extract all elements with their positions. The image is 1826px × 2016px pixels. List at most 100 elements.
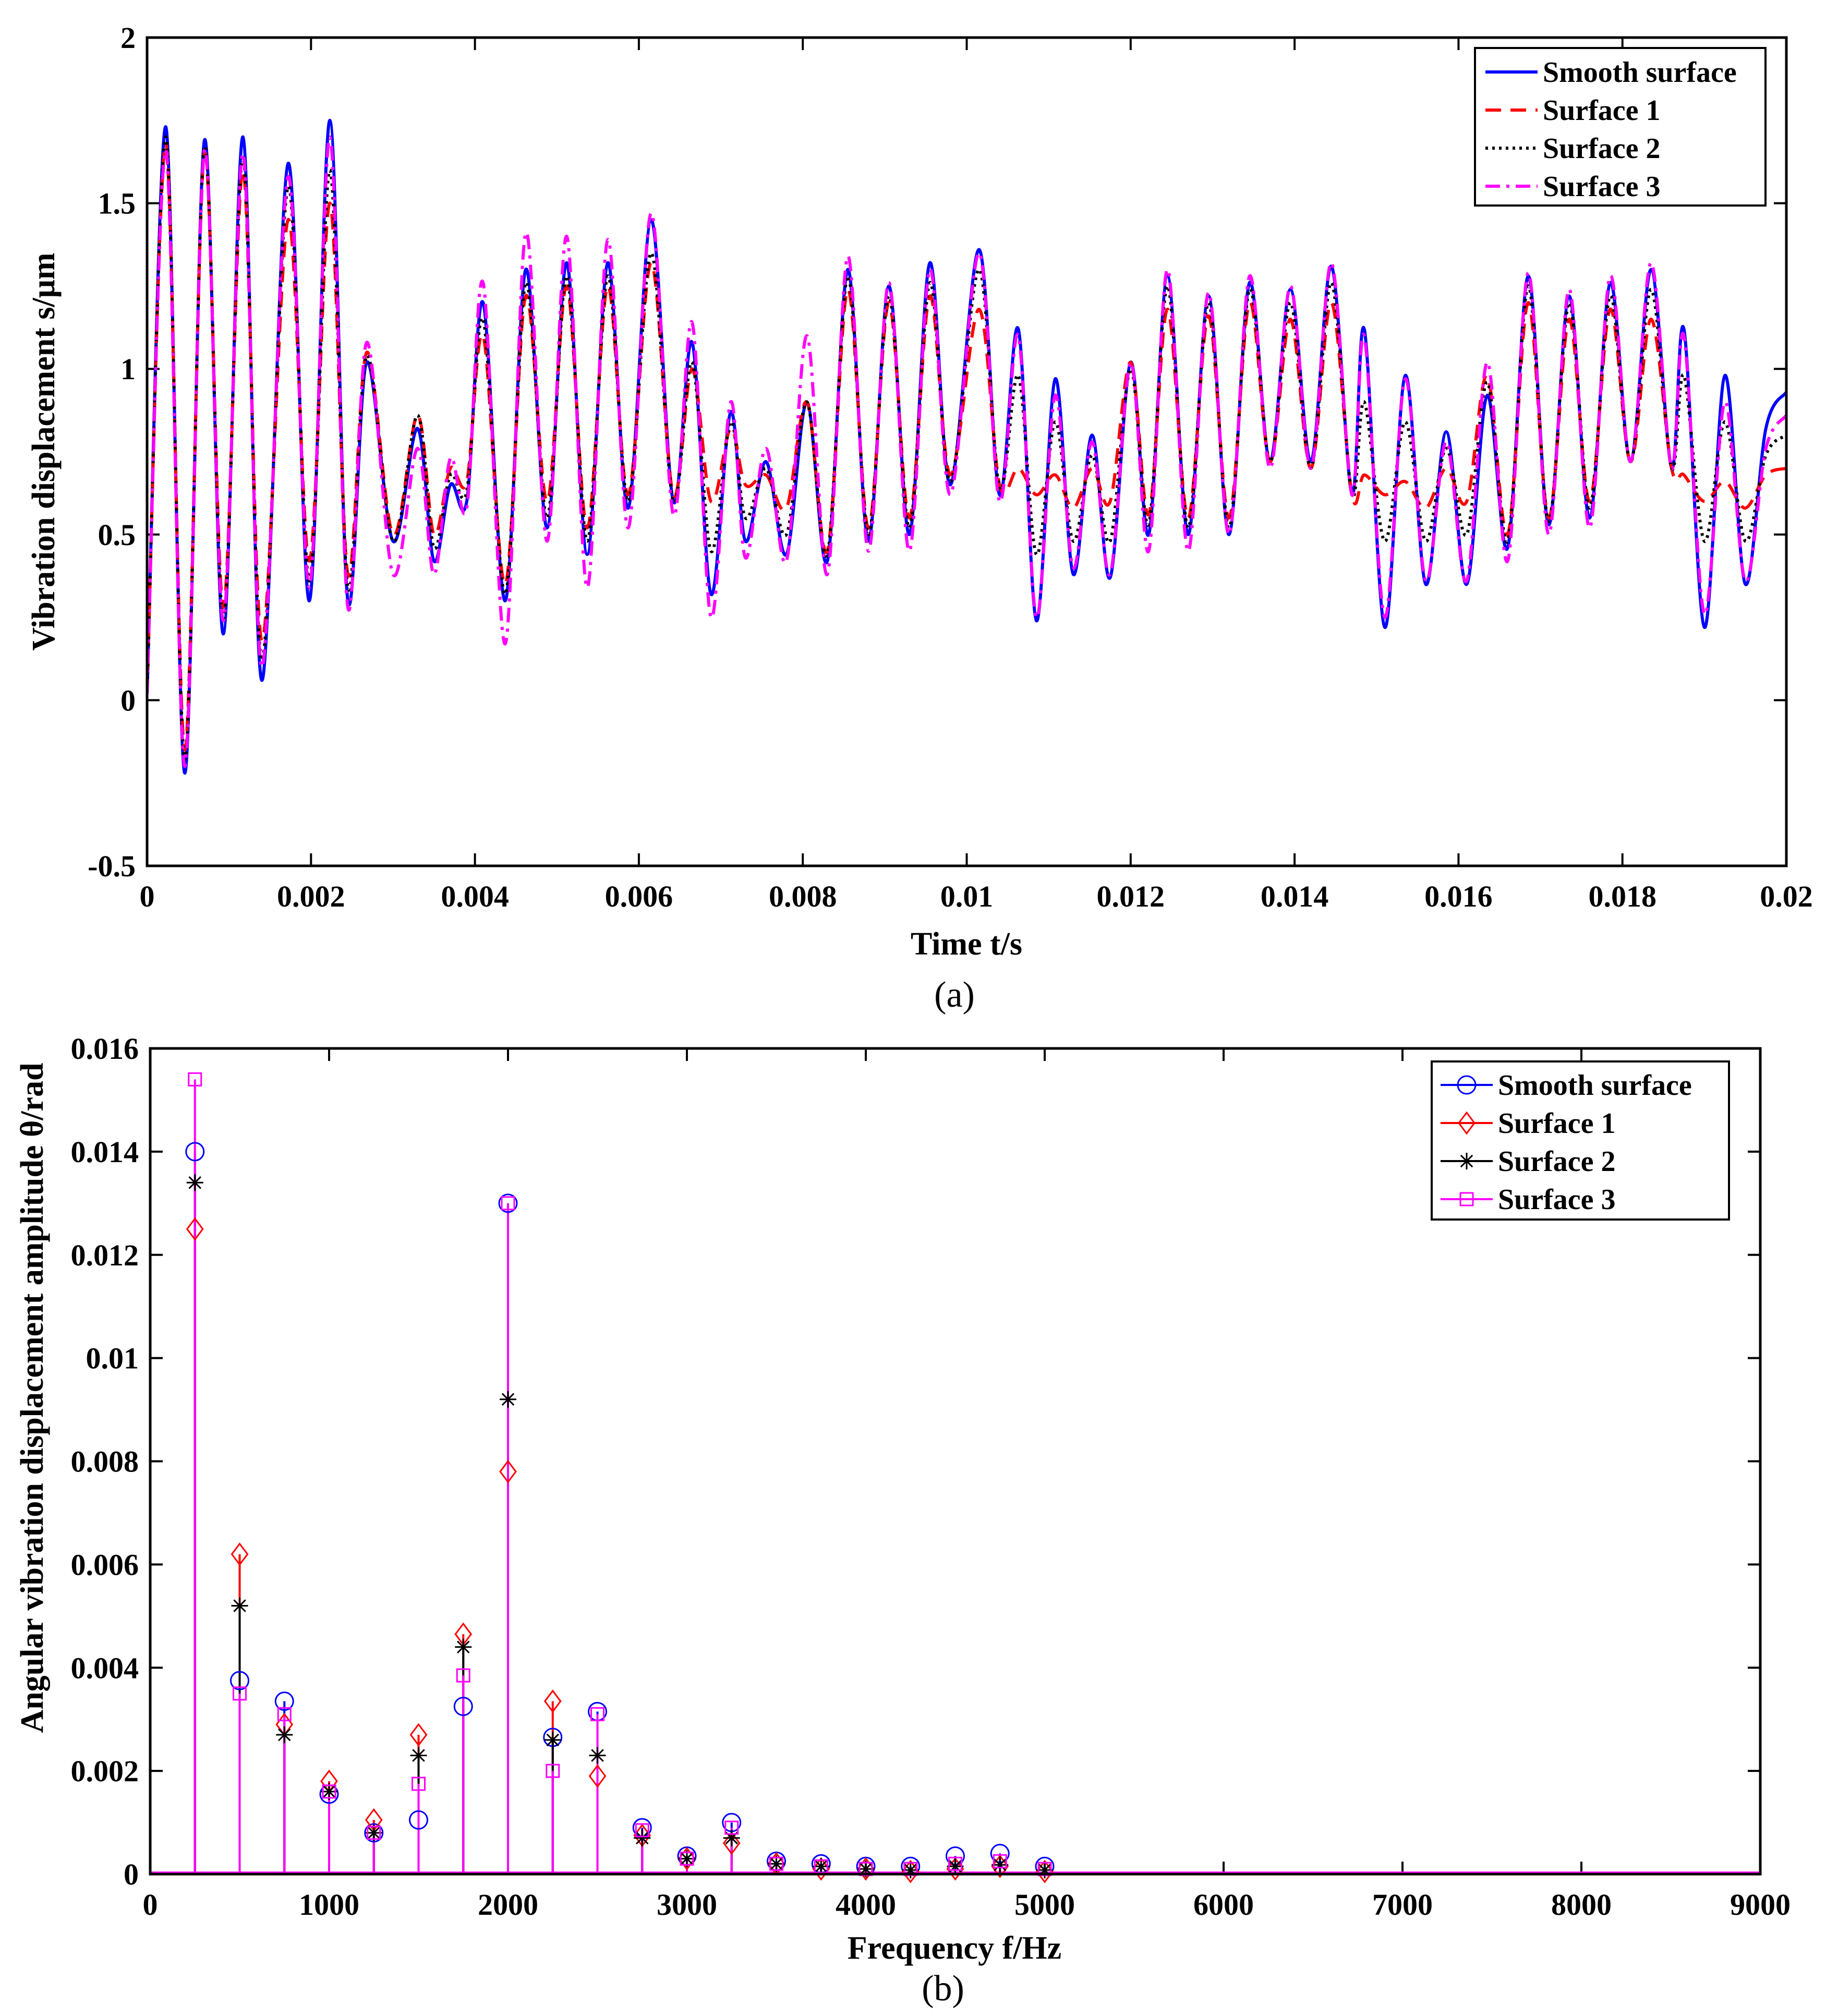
y-axis-label-a: Vibration displacement s/μm [26, 252, 62, 650]
y-axis-label-b: Angular vibration displacement amplitude… [15, 1063, 50, 1733]
x-tick-label-b: 7000 [1372, 1888, 1433, 1922]
marker-surface-3 [769, 1856, 783, 1871]
legend-marker-surface-3 [1459, 1192, 1474, 1206]
y-tick-label-b: 0.01 [86, 1342, 139, 1375]
legend-marker-smooth-surface [1457, 1075, 1477, 1095]
legend-box-b [1431, 1060, 1730, 1221]
legend-label-smooth-surface: Smooth surface [1543, 56, 1737, 89]
x-tick-label-b: 9000 [1730, 1888, 1791, 1922]
x-tick-label-b: 2000 [478, 1888, 538, 1922]
marker-surface-1 [588, 1764, 607, 1788]
marker-surface-1 [231, 1542, 249, 1566]
marker-surface-1 [946, 1857, 964, 1881]
x-axis-label-b: Frequency f/Hz [848, 1930, 1061, 1966]
x-tick-label-a: 0.016 [1424, 879, 1493, 913]
plot-frame-b [149, 1047, 1762, 1876]
chart-a: 0 0.002 0.004 0.006 0.008 0.01 0.012 0.014 0.016… [26, 21, 1813, 1015]
legend-marker-surface-2 [1458, 1153, 1475, 1169]
legend-a: Smooth surface Surface 1 Surface 2 Surface … [1474, 47, 1767, 207]
marker-surface-1 [722, 1831, 741, 1855]
marker-surface-3 [724, 1820, 739, 1835]
legend-box-a [1474, 47, 1767, 207]
chart-a-series [147, 118, 1786, 775]
marker-smooth-surface [364, 1823, 384, 1843]
x-tick-label-a: 0.002 [277, 879, 345, 913]
y-tick-label-b: 0.014 [71, 1135, 139, 1169]
chart-b: 0 1000 2000 3000 4000 5000 6000 7000 8000 9000 0 0.… [15, 1032, 1791, 2009]
marker-surface-3 [635, 1823, 649, 1838]
marker-smooth-surface [185, 1142, 205, 1162]
x-tick-label-a: 0.012 [1097, 879, 1165, 913]
marker-surface-1 [499, 1459, 517, 1483]
y-tick-label-a: 1 [120, 352, 136, 386]
marker-surface-1 [812, 1857, 830, 1881]
plot-frame-a [146, 36, 1788, 867]
marker-surface-2 [186, 1174, 203, 1191]
x-tick-label-b: 5000 [1014, 1888, 1075, 1922]
marker-surface-1 [186, 1217, 204, 1241]
legend-label-surface-3: Surface 3 [1498, 1184, 1616, 1216]
y-tick-label-b: 0.016 [71, 1032, 139, 1066]
marker-surface-3 [188, 1072, 202, 1087]
x-tick-label-b: 4000 [836, 1888, 896, 1922]
y-tick-label-b: 0.002 [71, 1754, 139, 1788]
marker-surface-2 [410, 1747, 427, 1764]
marker-surface-1 [678, 1846, 696, 1870]
x-tick-label-a: 0.008 [769, 879, 837, 913]
y-tick-label-b: 0.008 [71, 1445, 139, 1479]
marker-surface-2 [634, 1829, 651, 1846]
marker-surface-3 [590, 1707, 604, 1721]
x-tick-label-b: 6000 [1193, 1888, 1254, 1922]
y-tick-label-a: 1.5 [98, 187, 136, 221]
x-tick-label-a: 0.006 [605, 879, 673, 913]
x-tick-label-b: 0 [143, 1888, 158, 1922]
legend-label-surface-1: Surface 1 [1543, 94, 1661, 127]
marker-surface-3 [456, 1668, 470, 1683]
legend-marker-surface-1 [1458, 1111, 1476, 1135]
chart-a-tick-labels: 0 0.002 0.004 0.006 0.008 0.01 0.012 0.014 0.016… [88, 21, 1813, 913]
marker-surface-2 [589, 1747, 606, 1764]
legend-label-smooth-surface: Smooth surface [1498, 1069, 1692, 1102]
marker-surface-3 [501, 1196, 515, 1211]
marker-smooth-surface [453, 1696, 473, 1716]
marker-surface-3 [277, 1707, 292, 1721]
marker-surface-3 [546, 1764, 560, 1778]
x-axis-label-a: Time t/s [911, 926, 1022, 962]
x-tick-label-a: 0.018 [1588, 879, 1656, 913]
caption-a: (a) [934, 975, 975, 1015]
x-tick-label-a: 0.004 [441, 879, 509, 913]
x-tick-label-b: 1000 [299, 1888, 359, 1922]
x-tick-label-a: 0.01 [940, 879, 994, 913]
marker-surface-1 [857, 1857, 875, 1881]
marker-smooth-surface [274, 1692, 294, 1711]
marker-surface-2 [455, 1638, 472, 1656]
marker-surface-2 [276, 1726, 293, 1743]
marker-surface-2 [544, 1731, 561, 1748]
marker-surface-3 [680, 1851, 694, 1866]
marker-surface-1 [1036, 1860, 1054, 1884]
marker-surface-3 [322, 1784, 336, 1799]
marker-surface-2 [500, 1391, 516, 1408]
y-tick-label-b: 0.004 [71, 1651, 139, 1685]
marker-surface-1 [543, 1689, 562, 1713]
marker-surface-3 [412, 1777, 426, 1791]
x-tick-label-b: 8000 [1551, 1888, 1612, 1922]
legend-label-surface-2: Surface 2 [1543, 132, 1661, 165]
marker-surface-3 [993, 1854, 1007, 1868]
marker-surface-2 [231, 1597, 248, 1614]
marker-smooth-surface [409, 1810, 428, 1830]
legend-label-surface-3: Surface 3 [1543, 171, 1661, 203]
marker-surface-3 [367, 1826, 381, 1840]
y-tick-label-a: 2 [120, 21, 136, 55]
caption-b: (b) [922, 1969, 964, 2009]
y-tick-label-a: 0.5 [98, 518, 136, 552]
chart-b-stems [150, 1072, 1760, 1884]
marker-surface-3 [814, 1859, 828, 1874]
series-line-surface-3 [147, 135, 1786, 768]
y-tick-label-a: -0.5 [88, 849, 136, 883]
legend-label-surface-2: Surface 2 [1498, 1145, 1616, 1178]
y-tick-label-b: 0.006 [71, 1548, 139, 1582]
y-tick-label-b: 0.012 [71, 1238, 139, 1272]
x-tick-label-a: 0.014 [1261, 879, 1329, 913]
